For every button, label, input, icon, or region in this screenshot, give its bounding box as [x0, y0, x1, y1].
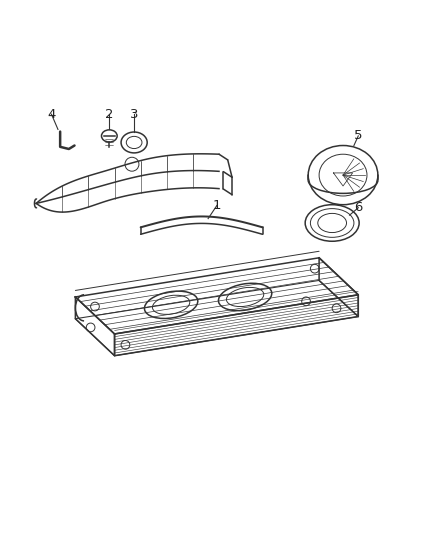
Text: 5: 5 [354, 130, 363, 142]
Text: 2: 2 [105, 108, 113, 120]
Text: 4: 4 [47, 108, 56, 120]
Text: 6: 6 [354, 201, 363, 214]
Text: 1: 1 [212, 199, 221, 212]
Text: 3: 3 [130, 108, 138, 120]
